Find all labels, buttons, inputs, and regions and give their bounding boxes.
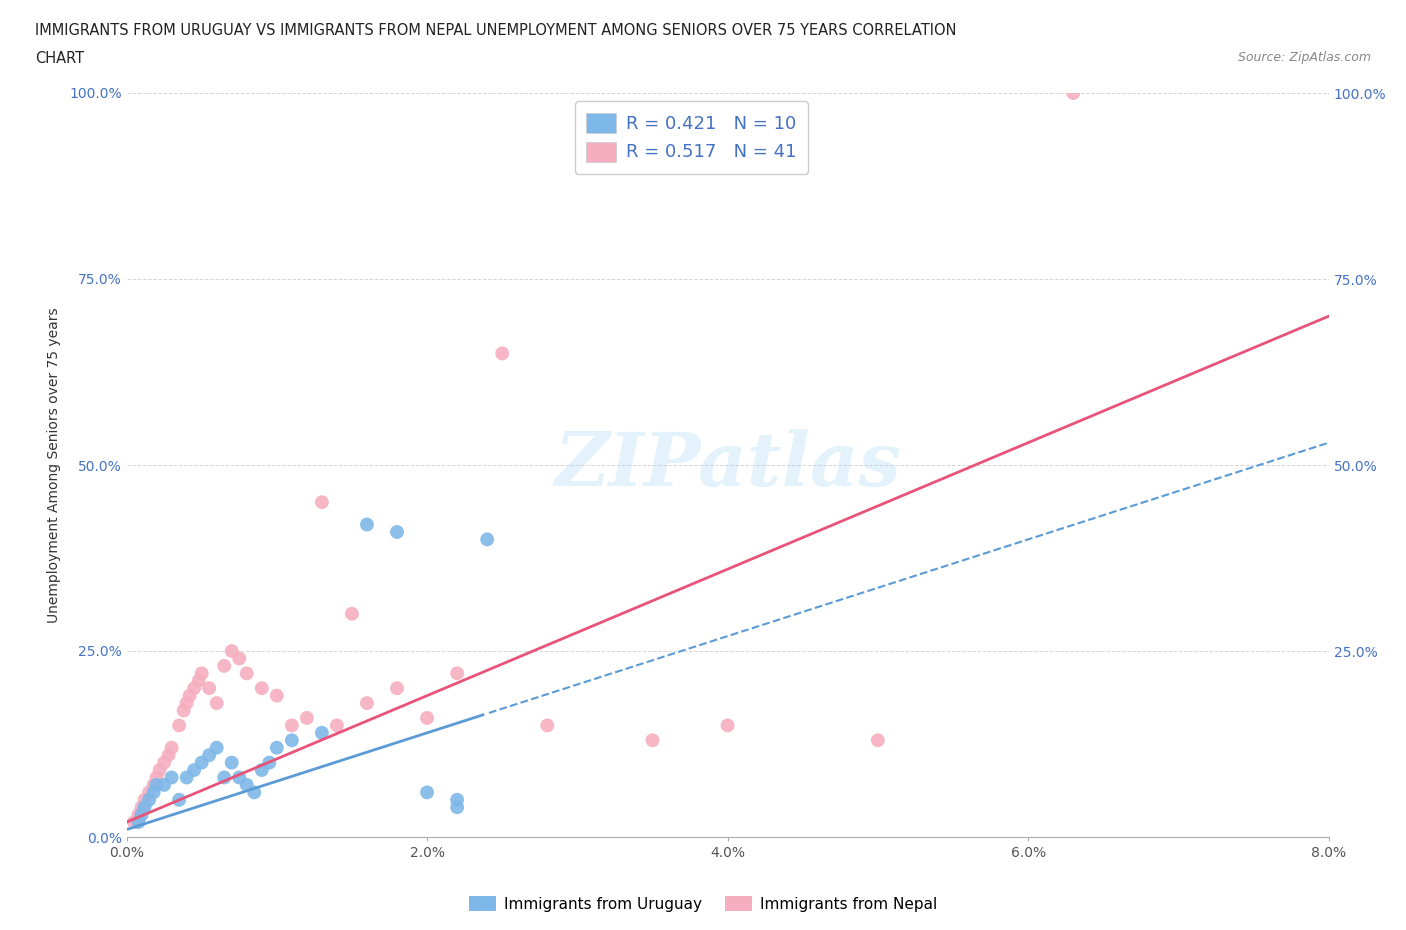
Text: IMMIGRANTS FROM URUGUAY VS IMMIGRANTS FROM NEPAL UNEMPLOYMENT AMONG SENIORS OVER: IMMIGRANTS FROM URUGUAY VS IMMIGRANTS FR… <box>35 23 956 38</box>
Point <box>228 770 250 785</box>
Point <box>160 740 183 755</box>
Point <box>866 733 889 748</box>
Point <box>221 755 243 770</box>
Point <box>183 681 205 696</box>
Point <box>235 666 259 681</box>
Point <box>281 718 304 733</box>
Point <box>212 770 235 785</box>
Point <box>128 815 150 830</box>
Point <box>131 807 153 822</box>
Point <box>167 718 190 733</box>
Point <box>198 681 221 696</box>
Point <box>198 748 221 763</box>
Point <box>187 673 209 688</box>
Point <box>221 644 243 658</box>
Point <box>173 703 195 718</box>
Point <box>145 777 167 792</box>
Point <box>1062 86 1084 100</box>
Legend: Immigrants from Uruguay, Immigrants from Nepal: Immigrants from Uruguay, Immigrants from… <box>463 889 943 918</box>
Point <box>128 807 150 822</box>
Point <box>142 777 165 792</box>
Point <box>176 696 198 711</box>
Point <box>153 777 176 792</box>
Point <box>243 785 266 800</box>
Point <box>176 770 198 785</box>
Point <box>446 792 468 807</box>
Point <box>295 711 318 725</box>
Point <box>190 666 212 681</box>
Point <box>190 755 212 770</box>
Point <box>475 532 498 547</box>
Point <box>311 495 333 510</box>
Point <box>446 800 468 815</box>
Point <box>311 725 333 740</box>
Point <box>281 733 304 748</box>
Point <box>131 800 153 815</box>
Point <box>157 748 180 763</box>
Point <box>160 770 183 785</box>
Point <box>250 763 273 777</box>
Point <box>266 740 288 755</box>
Point <box>228 651 250 666</box>
Point <box>142 785 165 800</box>
Point <box>212 658 235 673</box>
Point <box>385 525 408 539</box>
Point <box>122 815 145 830</box>
Point <box>205 740 228 755</box>
Point <box>250 681 273 696</box>
Text: ZIPatlas: ZIPatlas <box>554 429 901 501</box>
Point <box>235 777 259 792</box>
Point <box>356 517 378 532</box>
Legend: R = 0.421   N = 10, R = 0.517   N = 41: R = 0.421 N = 10, R = 0.517 N = 41 <box>575 101 808 174</box>
Text: CHART: CHART <box>35 51 84 66</box>
Point <box>167 792 190 807</box>
Point <box>259 755 281 770</box>
Point <box>134 792 156 807</box>
Point <box>385 681 408 696</box>
Point <box>153 755 176 770</box>
Point <box>205 696 228 711</box>
Point <box>416 785 439 800</box>
Point <box>138 792 160 807</box>
Point <box>266 688 288 703</box>
Point <box>641 733 664 748</box>
Text: Source: ZipAtlas.com: Source: ZipAtlas.com <box>1237 51 1371 64</box>
Point <box>716 718 740 733</box>
Point <box>491 346 513 361</box>
Point <box>356 696 378 711</box>
Point <box>149 763 172 777</box>
Point <box>183 763 205 777</box>
Point <box>446 666 468 681</box>
Point <box>536 718 558 733</box>
Point <box>179 688 201 703</box>
Point <box>145 770 167 785</box>
Point <box>340 606 363 621</box>
Point <box>326 718 349 733</box>
Point <box>416 711 439 725</box>
Y-axis label: Unemployment Among Seniors over 75 years: Unemployment Among Seniors over 75 years <box>46 307 60 623</box>
Point <box>138 785 160 800</box>
Point <box>134 800 156 815</box>
